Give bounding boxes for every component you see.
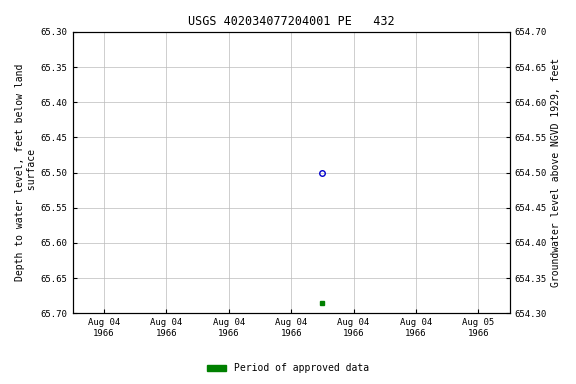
Y-axis label: Depth to water level, feet below land
 surface: Depth to water level, feet below land su…: [15, 64, 37, 281]
Y-axis label: Groundwater level above NGVD 1929, feet: Groundwater level above NGVD 1929, feet: [551, 58, 561, 287]
Legend: Period of approved data: Period of approved data: [203, 359, 373, 377]
Title: USGS 402034077204001 PE   432: USGS 402034077204001 PE 432: [188, 15, 395, 28]
